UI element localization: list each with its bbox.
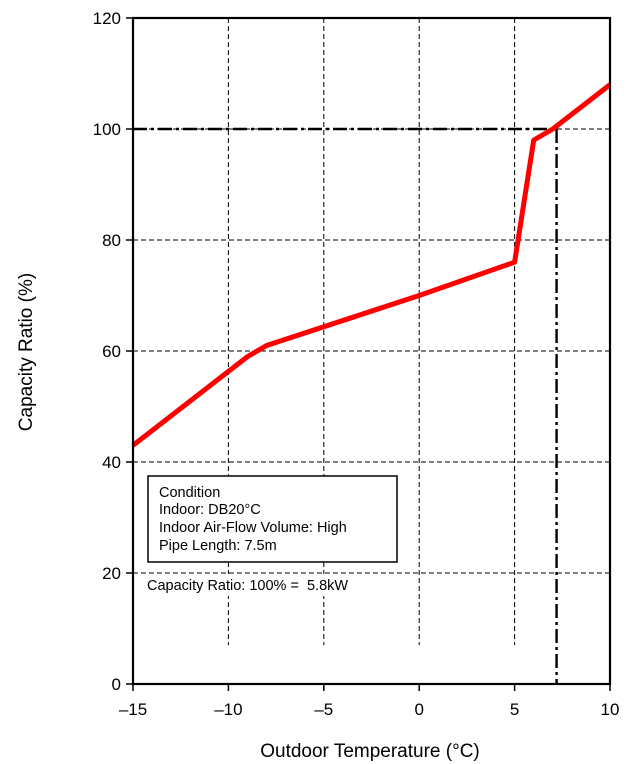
x-tick-label: –15: [119, 700, 147, 719]
condition-line-1: Condition: [159, 485, 220, 501]
y-axis-title: Capacity Ratio (%): [16, 273, 37, 431]
capacity-note-bg: [143, 574, 393, 596]
y-tick-labels: 0 20 40 60 80 100 120: [93, 9, 121, 694]
capacity-curve-0: [131, 82, 612, 448]
x-tick-labels: –15 –10 –5 0 5 10: [119, 700, 620, 719]
condition-line-3: Indoor Air-Flow Volume: High: [159, 520, 347, 536]
x-tick-label: 0: [414, 700, 423, 719]
condition-line-4: Pipe Length: 7.5m: [159, 538, 277, 554]
y-tick-label: 120: [93, 9, 121, 28]
series-group: [131, 82, 612, 448]
capacity-note: Capacity Ratio: 100% = 5.8kW: [147, 578, 348, 594]
x-tick-label: –5: [314, 700, 333, 719]
condition-line-2: Indoor: DB20°C: [159, 502, 261, 518]
x-axis-title: Outdoor Temperature (°C): [260, 741, 480, 762]
x-tick-label: 10: [601, 700, 620, 719]
y-tick-label: 40: [102, 453, 121, 472]
y-tick-label: 100: [93, 120, 121, 139]
y-tick-label: 0: [112, 675, 121, 694]
condition-box: [147, 475, 398, 563]
y-tick-label: 80: [102, 231, 121, 250]
x-tick-label: –10: [214, 700, 242, 719]
x-tick-label: 5: [510, 700, 519, 719]
reference-lines: [133, 127, 558, 684]
y-tick-label: 20: [102, 564, 121, 583]
y-tick-label: 60: [102, 342, 121, 361]
tick-marks: [126, 17, 611, 691]
